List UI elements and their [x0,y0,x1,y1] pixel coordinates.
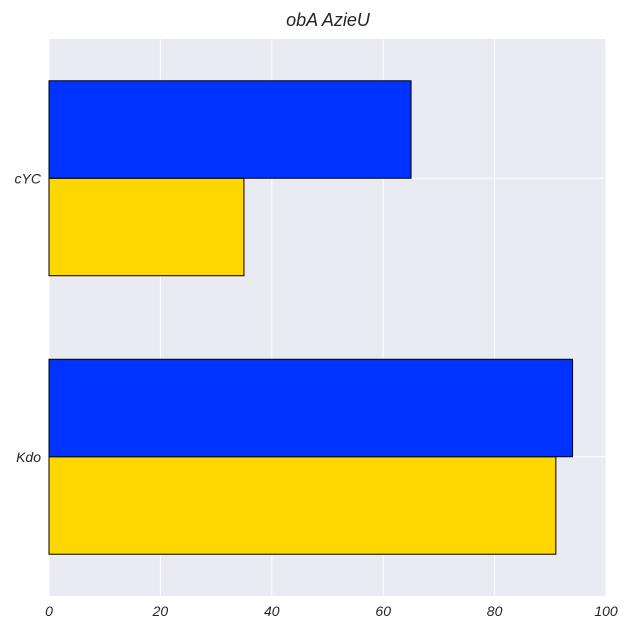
bar-cYC-series-1 [48,177,245,277]
y-tick-label: cYC [15,170,42,186]
x-tick-label: 80 [487,603,503,619]
bar-Kdo-series-2 [48,358,574,458]
y-tick-label: Kdo [16,449,41,465]
x-axis-ticks: 0 20 40 60 80 100 [45,603,618,619]
x-tick-label: 100 [594,603,618,619]
chart-title: obA AzieU [286,10,371,30]
bars [48,80,574,555]
x-tick-label: 40 [264,603,280,619]
y-axis-ticks: Kdo cYC [15,170,42,465]
x-tick-label: 60 [375,603,391,619]
bar-cYC-series-2 [48,80,412,179]
bar-Kdo-series-1 [48,456,557,555]
x-tick-label: 0 [45,603,53,619]
x-tick-label: 20 [152,603,169,619]
